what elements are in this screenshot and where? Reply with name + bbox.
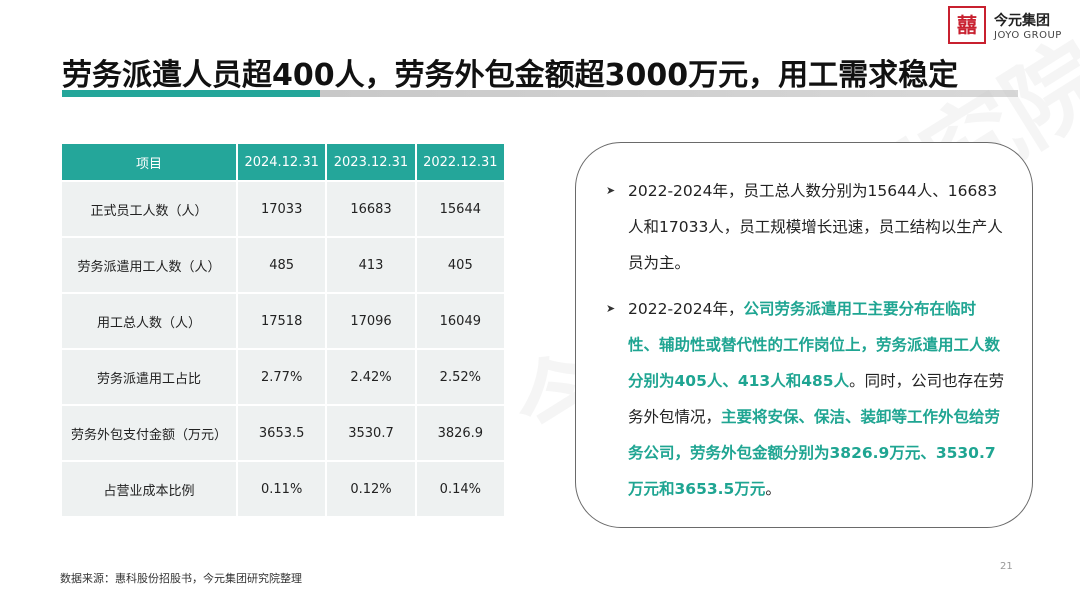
- cell-value: 2.42%: [327, 350, 415, 404]
- bullet-text: 2022-2024年，员工总人数分别为15644人、16683人和17033人，…: [628, 182, 1003, 272]
- arrow-bullet-icon: ➤: [606, 184, 616, 197]
- cell-value: 16683: [327, 182, 415, 236]
- cell-value: 3653.5: [238, 406, 326, 460]
- employment-table: 项目 2024.12.31 2023.12.31 2022.12.31 正式员工…: [60, 142, 506, 518]
- slide-title: 劳务派遣人员超400人，劳务外包金额超3000万元，用工需求稳定: [62, 58, 959, 93]
- table-header-row: 项目 2024.12.31 2023.12.31 2022.12.31: [62, 144, 504, 180]
- cell-value: 2.52%: [416, 350, 504, 404]
- logo-mark-icon: 囍: [948, 6, 986, 44]
- table-row: 劳务外包支付金额（万元） 3653.5 3530.7 3826.9: [62, 406, 504, 460]
- row-label: 用工总人数（人）: [62, 294, 236, 348]
- logo-english-name: JOYO GROUP: [994, 30, 1062, 41]
- cell-value: 15644: [416, 182, 504, 236]
- data-source-note: 数据来源：惠科股份招股书，今元集团研究院整理: [60, 572, 302, 585]
- header-item: 项目: [62, 144, 236, 180]
- row-label: 正式员工人数（人）: [62, 182, 236, 236]
- bullet-text-plain: 2022-2024年，: [628, 300, 744, 318]
- cell-value: 405: [416, 238, 504, 292]
- cell-value: 485: [238, 238, 326, 292]
- company-logo: 囍 今元集团 JOYO GROUP: [948, 6, 1076, 46]
- table-row: 用工总人数（人） 17518 17096 16049: [62, 294, 504, 348]
- cell-value: 3530.7: [327, 406, 415, 460]
- table-row: 正式员工人数（人） 17033 16683 15644: [62, 182, 504, 236]
- cell-value: 17518: [238, 294, 326, 348]
- cell-value: 3826.9: [416, 406, 504, 460]
- table-row: 占营业成本比例 0.11% 0.12% 0.14%: [62, 462, 504, 516]
- cell-value: 17033: [238, 182, 326, 236]
- arrow-bullet-icon: ➤: [606, 302, 616, 315]
- logo-name: 今元集团: [994, 13, 1050, 29]
- bullet-point-2: ➤ 2022-2024年，公司劳务派遣用工主要分布在临时性、辅助性或替代性的工作…: [606, 291, 1006, 507]
- bullet-text: 2022-2024年，公司劳务派遣用工主要分布在临时性、辅助性或替代性的工作岗位…: [628, 291, 1006, 507]
- bullet-text-plain: 。: [765, 480, 781, 498]
- page-number: 21: [1000, 561, 1013, 572]
- title-underline: [62, 90, 1018, 97]
- cell-value: 17096: [327, 294, 415, 348]
- summary-panel: ➤ 2022-2024年，员工总人数分别为15644人、16683人和17033…: [575, 142, 1033, 528]
- cell-value: 413: [327, 238, 415, 292]
- row-label: 劳务派遣用工人数（人）: [62, 238, 236, 292]
- header-2022: 2022.12.31: [416, 144, 504, 180]
- cell-value: 0.11%: [238, 462, 326, 516]
- bullet-point-1: ➤ 2022-2024年，员工总人数分别为15644人、16683人和17033…: [606, 173, 1006, 281]
- row-label: 劳务外包支付金额（万元）: [62, 406, 236, 460]
- row-label: 劳务派遣用工占比: [62, 350, 236, 404]
- bullet-text-plain: 。同时，公司也存在劳务外包情况，: [628, 372, 1005, 426]
- cell-value: 0.12%: [327, 462, 415, 516]
- bullet-text-highlight: 主要将安保、保洁、装卸等工作外包给劳务公司，劳务外包金额分别为3826.9万元、…: [628, 408, 1001, 498]
- header-2024: 2024.12.31: [238, 144, 326, 180]
- bullet-text-highlight: 公司劳务派遣用工主要分布在临时性、辅助性或替代性的工作岗位上，劳务派遣用工人数分…: [628, 300, 1001, 390]
- cell-value: 2.77%: [238, 350, 326, 404]
- row-label: 占营业成本比例: [62, 462, 236, 516]
- cell-value: 16049: [416, 294, 504, 348]
- cell-value: 0.14%: [416, 462, 504, 516]
- table-row: 劳务派遣用工人数（人） 485 413 405: [62, 238, 504, 292]
- header-2023: 2023.12.31: [327, 144, 415, 180]
- table-row: 劳务派遣用工占比 2.77% 2.42% 2.52%: [62, 350, 504, 404]
